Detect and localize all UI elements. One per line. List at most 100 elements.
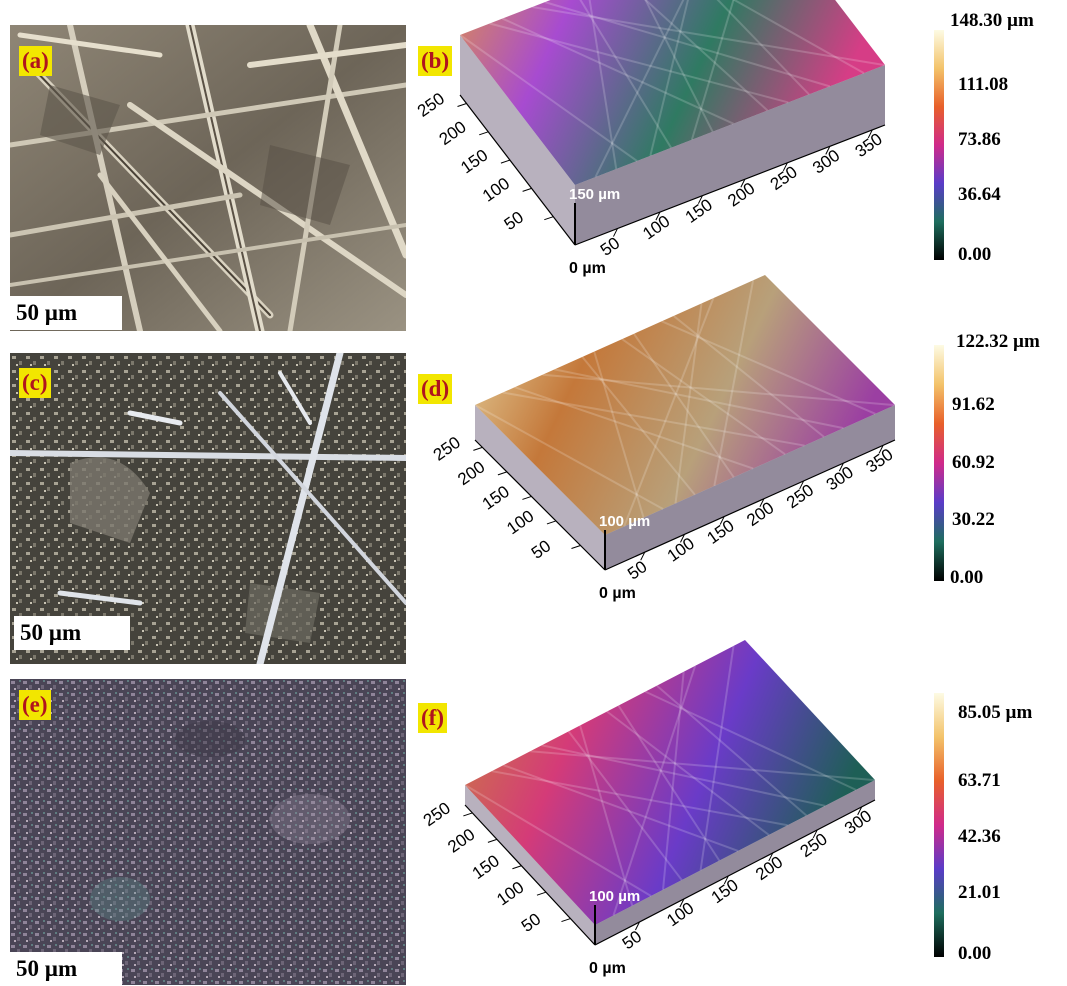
origin-label: 0 µm xyxy=(589,960,626,977)
surface-texture-streak xyxy=(474,404,664,510)
surface-texture-streak xyxy=(459,34,638,162)
z-scale-label: 100 µm xyxy=(589,888,640,905)
surface-side-wall xyxy=(475,405,605,570)
surface-front-wall xyxy=(605,405,895,570)
surface-texture-streak xyxy=(542,373,895,407)
y-axis-line xyxy=(464,804,596,946)
surface-texture-streak xyxy=(644,690,857,791)
x-tick-mark xyxy=(812,829,818,839)
surface-texture-streak xyxy=(502,391,805,447)
surface-texture-streak xyxy=(661,320,876,415)
x-tick-label: 50 xyxy=(624,557,650,583)
y-tick-mark xyxy=(463,812,473,817)
surface-texture-streak xyxy=(554,368,844,430)
y-tick-mark xyxy=(473,446,483,451)
surface-texture-streak xyxy=(621,338,786,456)
y-tick-mark xyxy=(512,865,522,870)
micrograph-e xyxy=(10,679,406,985)
x-tick-label: 50 xyxy=(597,233,623,259)
micrograph-c-image xyxy=(10,353,406,664)
colorbar-b-label-1: 111.08 xyxy=(958,74,1009,95)
surface-plot-f: 50 100 150 200 250 300 50 100 150 200 250 100 µm 0 µ… xyxy=(415,640,915,980)
y-tick-mark xyxy=(457,103,467,107)
scale-bar-label-e: 50 µm xyxy=(10,952,122,986)
y-tick-mark xyxy=(546,520,557,525)
surface-plot-b: 50 100 150 200 250 300 350 50 100 150 200 250 150 µm… xyxy=(414,0,915,290)
surface-texture-streak xyxy=(579,0,672,149)
panel-label-c: (c) xyxy=(19,368,51,398)
y-tick-mark xyxy=(561,918,571,923)
x-tick-mark xyxy=(857,806,863,816)
x-tick-mark xyxy=(768,852,774,862)
surface-texture-streak xyxy=(674,303,703,504)
surface-top xyxy=(460,0,885,185)
x-tick-mark xyxy=(655,211,661,221)
colorbar-f-label-3: 21.01 xyxy=(958,882,1001,903)
y-tick-label: 250 xyxy=(414,89,448,121)
panel-label-a: (a) xyxy=(19,46,52,76)
x-tick-mark xyxy=(723,875,729,885)
y-tick-label: 50 xyxy=(528,536,554,562)
surface-texture-streak xyxy=(716,0,810,96)
surface-side-wall xyxy=(460,35,575,245)
colorbar-f-label-4: 0.00 xyxy=(958,943,992,964)
x-tick-mark xyxy=(697,195,703,204)
colorbar-f-label-0: 85.05 µm xyxy=(958,702,1033,723)
surface-top xyxy=(465,640,875,925)
panel-label-d: (d) xyxy=(418,374,453,404)
y-tick-label: 100 xyxy=(503,506,537,538)
surface-texture-streak xyxy=(464,784,652,897)
surface-texture-streak xyxy=(491,770,788,827)
y-tick-mark xyxy=(544,216,554,221)
surface-texture-streak xyxy=(649,0,689,157)
panel-label-f: (f) xyxy=(418,703,447,733)
colorbar-f xyxy=(934,693,944,957)
surface-texture-streak xyxy=(588,0,618,170)
x-tick-mark xyxy=(838,462,844,472)
y-tick-mark xyxy=(522,187,532,192)
x-axis-line xyxy=(574,124,886,246)
y-tick-mark xyxy=(522,495,532,500)
colorbar-b-label-3: 36.64 xyxy=(958,184,1001,205)
colorbar-d-label-2: 60.92 xyxy=(952,452,995,473)
surface-texture-streak xyxy=(567,730,683,881)
colorbar-d-label-0: 122.32 µm xyxy=(956,331,1040,352)
y-tick-label: 150 xyxy=(469,851,503,883)
colorbar-b xyxy=(934,30,944,260)
x-tick-mark xyxy=(740,179,746,188)
surface-texture-streak xyxy=(594,0,685,178)
y-tick-mark xyxy=(479,131,489,136)
x-tick-mark xyxy=(640,551,646,561)
x-axis-line xyxy=(594,799,876,946)
surface-front-wall xyxy=(575,65,885,245)
y-tick-label: 200 xyxy=(436,117,470,149)
surface-texture-streak xyxy=(699,645,735,871)
x-tick-mark xyxy=(878,445,884,454)
colorbar-b-label-2: 73.86 xyxy=(958,129,1001,150)
y-tick-mark xyxy=(536,891,547,896)
surface-texture-streak xyxy=(502,17,734,125)
surface-texture-streak xyxy=(713,280,755,487)
x-tick-mark xyxy=(634,921,640,931)
surface-texture-streak xyxy=(503,764,739,852)
surface-texture-streak xyxy=(489,22,789,104)
y-tick-mark xyxy=(571,544,581,549)
colorbar-d xyxy=(934,345,944,581)
surface-texture-streak xyxy=(690,0,735,141)
y-tick-label: 200 xyxy=(454,457,488,489)
scale-bar-label-a: 50 µm xyxy=(10,296,122,330)
surface-texture-streak xyxy=(644,0,769,112)
surface-texture-streak xyxy=(532,6,885,67)
x-tick-mark xyxy=(759,498,765,507)
micrograph-a xyxy=(10,25,406,331)
surface-texture-streak xyxy=(617,704,721,862)
y-tick-label: 200 xyxy=(444,825,478,857)
surface-texture-streak xyxy=(662,671,685,890)
x-tick-mark xyxy=(782,162,788,172)
z-scale-label: 150 µm xyxy=(569,186,620,203)
y-tick-label: 50 xyxy=(501,208,527,234)
surface-texture-streak xyxy=(732,0,865,75)
